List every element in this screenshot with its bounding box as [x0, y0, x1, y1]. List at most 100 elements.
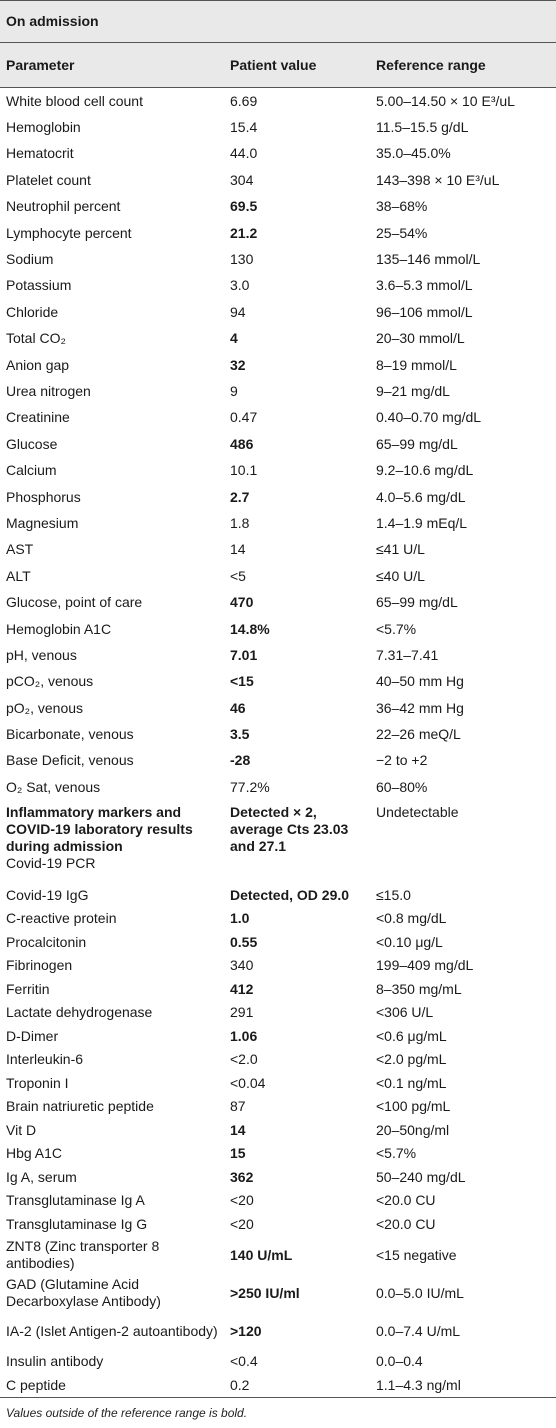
reference-cell: 1.4–1.9 mEq/L [370, 510, 556, 536]
table-row: Hematocrit 44.0 35.0–45.0% [0, 141, 556, 167]
reference-cell: 9.2–10.6 mg/dL [370, 457, 556, 483]
reference-cell: 65–99 mg/dL [370, 431, 556, 457]
reference-range: 1.1–4.3 ng/ml [376, 1376, 461, 1393]
reference-cell: <5.7% [370, 616, 556, 642]
reference-cell: <20.0 CU [370, 1213, 556, 1237]
value-cell: 304 [224, 167, 370, 193]
table-row: Insulin antibody <0.4 0.0–0.4 [0, 1350, 556, 1374]
column-header: Parameter [0, 42, 224, 88]
reference-range: 8–19 mmol/L [376, 356, 457, 373]
table-row: Hemoglobin 15.4 11.5–15.5 g/dL [0, 114, 556, 140]
reference-cell: 9–21 mg/dL [370, 378, 556, 404]
table-row: Ig A, serum 362 50–240 mg/dL [0, 1166, 556, 1190]
reference-range: <15 negative [376, 1246, 457, 1263]
reference-range: ≤15.0 [376, 886, 411, 903]
reference-range: 38–68% [376, 198, 428, 215]
parameter: Chloride [6, 303, 59, 320]
reference-range: <0.6 μg/mL [376, 1027, 447, 1044]
patient-value: Detected, OD 29.0 [230, 886, 350, 903]
value-cell: >250 IU/ml [224, 1274, 370, 1312]
value-cell: 10.1 [224, 457, 370, 483]
reference-range: 20–50ng/ml [376, 1121, 450, 1138]
parameter: Calcium [6, 462, 57, 479]
table-row: ZNT8 (Zinc transporter 8 antibodies) 140 … [0, 1236, 556, 1274]
reference-range: 40–50 mm Hg [376, 673, 464, 690]
reference-range: 5.00–14.50 × 10 E³/uL [376, 92, 515, 109]
parameter-cell: C peptide [0, 1373, 224, 1399]
reference-cell: <100 pg/mL [370, 1095, 556, 1119]
table-row: Platelet count 304 143–398 × 10 E³/uL [0, 167, 556, 193]
table-row: Ferritin 412 8–350 mg/mL [0, 978, 556, 1002]
patient-value: <2.0 [230, 1051, 258, 1068]
parameter-cell: Platelet count [0, 167, 224, 193]
patient-value: <5 [230, 567, 246, 584]
patient-value: 6.69 [230, 92, 258, 109]
patient-value: 0.55 [230, 933, 258, 950]
parameter: Hbg A1C [6, 1145, 63, 1162]
table-row: C peptide 0.2 1.1–4.3 ng/ml [0, 1373, 556, 1399]
table-row: Sodium 130 135–146 mmol/L [0, 246, 556, 272]
table-row: Transglutaminase Ig G <20 <20.0 CU [0, 1213, 556, 1237]
parameter-cell: Sodium [0, 246, 224, 272]
patient-value: 0.47 [230, 409, 258, 426]
parameter: Transglutaminase Ig G [6, 1215, 148, 1232]
parameter: GAD (Glutamine Acid Decarboxylase Antibo… [6, 1276, 161, 1310]
patient-value: 412 [230, 980, 254, 997]
patient-value: 44.0 [230, 145, 258, 162]
value-cell: 140 U/mL [224, 1236, 370, 1274]
value-cell: <2.0 [224, 1048, 370, 1072]
caption: On admission [0, 0, 556, 43]
patient-value: Detected × 2, average Cts 23.03 and 27.1 [230, 803, 349, 854]
lab-table: On admission Parameter Patient value Ref… [0, 0, 556, 1399]
parameter: Ferritin [6, 980, 50, 997]
patient-value: >250 IU/ml [230, 1284, 300, 1301]
value-cell: 94 [224, 299, 370, 325]
reference-cell: ≤15.0 [370, 884, 556, 908]
value-cell: 32 [224, 352, 370, 378]
reference-cell: 143–398 × 10 E³/uL [370, 167, 556, 193]
reference-range: <306 U/L [376, 1004, 434, 1021]
reference-range: 25–54% [376, 224, 428, 241]
table-row: Phosphorus 2.7 4.0–5.6 mg/dL [0, 484, 556, 510]
footnote: Values outside of the reference range is… [6, 1406, 248, 1421]
parameter: Troponin I [6, 1074, 69, 1091]
parameter: Magnesium [6, 514, 79, 531]
table-row: Calcium 10.1 9.2–10.6 mg/dL [0, 457, 556, 483]
value-cell: 87 [224, 1095, 370, 1119]
parameter-cell: D-Dimer [0, 1025, 224, 1049]
value-cell: 291 [224, 1001, 370, 1025]
parameter-cell: IA-2 (Islet Antigen-2 autoantibody) [0, 1312, 224, 1350]
patient-value: <0.04 [230, 1074, 266, 1091]
parameter-cell: Brain natriuretic peptide [0, 1095, 224, 1119]
table-row: AST 14 ≤41 U/L [0, 537, 556, 563]
reference-cell: 40–50 mm Hg [370, 669, 556, 695]
parameter-cell: Troponin I [0, 1072, 224, 1096]
value-cell: 340 [224, 954, 370, 978]
table-row: Neutrophil percent 69.5 38–68% [0, 194, 556, 220]
patient-value: 32 [230, 356, 246, 373]
reference-cell: <0.8 mg/dL [370, 907, 556, 931]
parameter: Urea nitrogen [6, 382, 91, 399]
table-row: Potassium 3.0 3.6–5.3 mmol/L [0, 273, 556, 299]
patient-value: <20 [230, 1215, 254, 1232]
value-cell: <15 [224, 669, 370, 695]
reference-cell: 199–409 mg/dL [370, 954, 556, 978]
reference-range: <100 pg/mL [376, 1098, 451, 1115]
reference-cell: Undetectable [370, 801, 556, 884]
reference-range: −2 to +2 [376, 752, 428, 769]
reference-cell: 135–146 mmol/L [370, 246, 556, 272]
parameter: Hemoglobin A1C [6, 620, 112, 637]
reference-range: 0.40–0.70 mg/dL [376, 409, 482, 426]
patient-value: 15 [230, 1145, 246, 1162]
table-row: Creatinine 0.47 0.40–0.70 mg/dL [0, 405, 556, 431]
reference-cell: 1.1–4.3 ng/ml [370, 1373, 556, 1399]
table-row: GAD (Glutamine Acid Decarboxylase Antibo… [0, 1274, 556, 1312]
parameter-cell: Transglutaminase Ig G [0, 1213, 224, 1237]
table-row: IA-2 (Islet Antigen-2 autoantibody) >120 0… [0, 1312, 556, 1350]
reference-range: ≤40 U/L [376, 567, 425, 584]
table-row: Troponin I <0.04 <0.1 ng/mL [0, 1072, 556, 1096]
parameter-cell: Glucose [0, 431, 224, 457]
table-row: Chloride 94 96–106 mmol/L [0, 299, 556, 325]
column-header: Patient value [224, 42, 370, 88]
